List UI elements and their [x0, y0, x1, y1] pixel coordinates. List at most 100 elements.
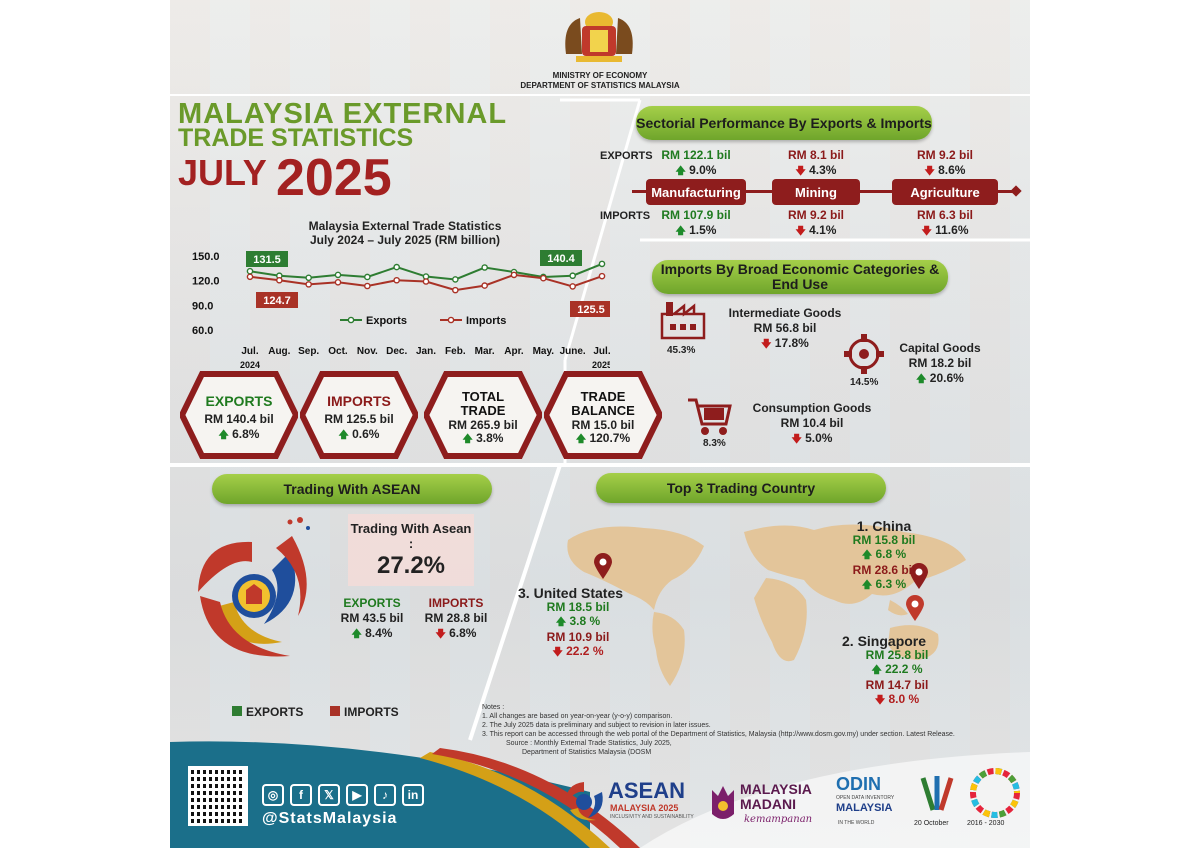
up-arrow-icon: 🡅 — [916, 374, 927, 385]
qr-code-icon[interactable] — [188, 766, 248, 826]
tiktok-icon[interactable]: ♪ — [374, 784, 396, 806]
down-arrow-icon: 🡇 — [924, 166, 935, 177]
summary-change-row: 🡅 0.6% — [300, 427, 418, 445]
instagram-icon[interactable]: ◎ — [262, 784, 284, 806]
odin-sub3: IN THE WORLD — [838, 820, 875, 826]
x-tick-label: Feb. — [445, 346, 466, 357]
sectorial-title-text: Sectorial Performance By Exports & Impor… — [636, 114, 932, 131]
consumption-label: Consumption Goods — [752, 401, 872, 415]
usa-name: United States — [533, 585, 624, 601]
china-name: China — [872, 518, 912, 534]
hexagon-frame — [180, 371, 298, 459]
madani-logo-text: MALAYSIA MADANI — [740, 782, 812, 812]
y-tick-label: 150.0 — [192, 251, 220, 263]
legend-label: Exports — [366, 315, 407, 327]
sdg-years: 2016 - 2030 — [967, 820, 1005, 827]
summary-change: 6.8% — [232, 427, 260, 441]
x-tick-label: Dec. — [386, 346, 407, 357]
asean-title-text: Trading With ASEAN — [283, 480, 421, 497]
china-block: 1. China RM 15.8 bil 🡅 6.8 % RM 28.6 bil… — [834, 519, 934, 593]
madani-logo-icon — [712, 786, 734, 819]
consumption-change: 5.0% — [805, 431, 833, 445]
legend-marker — [447, 316, 455, 324]
sector-change: 8.6% — [938, 163, 966, 177]
value-callout-label: 140.4 — [547, 253, 575, 265]
asean-swirl-logo-icon — [198, 517, 310, 657]
sector-imports-mining: RM 9.2 bil 🡇 4.1% — [756, 208, 876, 239]
consumption-share: 8.3% — [703, 438, 726, 449]
x-tick-label: Jul. — [593, 346, 610, 357]
data-point — [598, 260, 606, 268]
youtube-icon[interactable]: ▶ — [346, 784, 368, 806]
title-line2: TRADE STATISTICS — [178, 124, 414, 152]
intermediate-change: 17.8% — [774, 336, 809, 350]
x-tick-label: Jul. — [241, 346, 258, 357]
data-point — [364, 273, 371, 281]
x-tick-label: May. — [533, 346, 555, 357]
china-rank: 1. — [856, 518, 869, 534]
note-3: 3. This report can be accessed through t… — [482, 731, 955, 738]
sector-value: RM 6.3 bil — [916, 208, 973, 222]
singapore-exp-change: 22.2 % — [885, 662, 923, 676]
china-imp-change: 6.3 % — [875, 577, 907, 591]
up-arrow-icon: 🡅 — [462, 434, 473, 445]
x-tick-label: Aug. — [268, 346, 290, 357]
down-arrow-icon: 🡇 — [552, 647, 563, 658]
title-line1: MALAYSIA EXTERNAL — [178, 98, 508, 130]
sectorial-title: Sectorial Performance By Exports & Impor… — [636, 106, 932, 140]
title-month: JULY — [178, 152, 267, 193]
x-tick-year: 2025 — [592, 360, 610, 370]
value-callout-label: 124.7 — [263, 295, 291, 307]
summary-title: IMPORTS — [327, 393, 391, 409]
stats-handle[interactable]: @StatsMalaysia — [262, 810, 398, 827]
summary-card-trade-balance: TRADE BALANCE RM 15.0 bil 🡅 120.7% — [544, 370, 662, 460]
x-tick-label: Sep. — [298, 346, 319, 357]
usa-rank: 3. — [518, 585, 530, 601]
value-callout — [256, 292, 298, 308]
y-tick-label: 90.0 — [192, 300, 213, 312]
sector-value: RM 107.9 bil — [661, 208, 731, 222]
capital-share: 14.5% — [850, 377, 879, 388]
asean-malaysia-logo-icon — [566, 782, 603, 821]
down-arrow-icon: 🡇 — [795, 166, 806, 177]
legend-exports-label: EXPORTS — [246, 705, 304, 719]
sector-change: 4.3% — [809, 163, 837, 177]
up-arrow-icon: 🡅 — [675, 226, 686, 237]
source-line-1: Source : Monthly External Trade Statisti… — [506, 740, 672, 747]
value-callout — [246, 251, 288, 267]
usa-imp-value: RM 10.9 bil — [546, 630, 610, 644]
data-point — [246, 273, 254, 281]
usa-imp-change: 22.2 % — [566, 644, 604, 658]
usa-exp-value: RM 18.5 bil — [546, 600, 610, 614]
notes-block: Notes : 1. All changes are based on year… — [482, 703, 1022, 757]
capital-block: Capital Goods RM 18.2 bil 🡅 20.6% — [890, 341, 990, 387]
up-arrow-icon: 🡅 — [861, 550, 873, 561]
hexagon-frame — [424, 371, 542, 459]
x-icon[interactable]: 𝕏 — [318, 784, 340, 806]
asean-logo-text: ASEAN — [608, 778, 686, 803]
asean-imports-change: 6.8% — [449, 626, 477, 640]
sector-value: RM 8.1 bil — [787, 148, 844, 162]
data-point — [393, 263, 400, 271]
chart-title: Malaysia External Trade Statistics — [308, 219, 502, 233]
data-point — [334, 271, 342, 279]
asean-logo-sub: MALAYSIA 2025 — [610, 803, 679, 813]
data-point — [540, 274, 547, 282]
down-arrow-icon: 🡇 — [921, 226, 932, 237]
factory-icon — [660, 302, 706, 340]
data-point — [452, 286, 459, 294]
value-callout-label: 131.5 — [253, 254, 281, 266]
summary-value: RM 15.0 bil — [571, 418, 635, 432]
up-arrow-icon: 🡅 — [861, 580, 873, 591]
summary-value: RM 125.5 bil — [324, 412, 394, 426]
summary-title: EXPORTS — [205, 393, 273, 409]
summary-title: TOTAL TRADE — [460, 389, 506, 418]
odin-sub1: OPEN DATA INVENTORY — [836, 795, 895, 801]
summary-card-exports: EXPORTS RM 140.4 bil 🡅 6.8% — [180, 370, 298, 460]
facebook-icon[interactable]: f — [290, 784, 312, 806]
note-2: 2. The July 2025 data is preliminary and… — [482, 722, 711, 729]
linkedin-icon[interactable]: in — [402, 784, 424, 806]
social-icons: ◎ f 𝕏 ▶ ♪ in — [262, 784, 430, 806]
up-arrow-icon: 🡅 — [575, 434, 587, 445]
infographic-poster: MINISTRY OF ECONOMY DEPARTMENT OF STATIS… — [170, 0, 1030, 848]
